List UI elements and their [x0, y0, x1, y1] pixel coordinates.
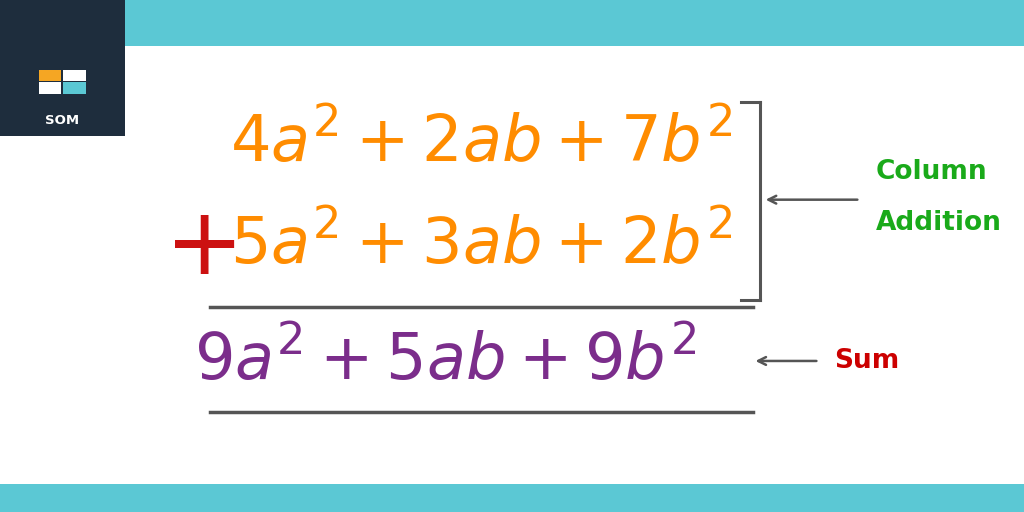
Text: $+$: $+$	[164, 202, 236, 294]
Bar	[63, 82, 86, 94]
Text: $9a^2 + 5ab + 9b^2$: $9a^2 + 5ab + 9b^2$	[195, 329, 696, 393]
Text: STORY OF MATHEMATICS: STORY OF MATHEMATICS	[36, 138, 89, 142]
Text: Sum: Sum	[835, 348, 900, 374]
Bar	[63, 70, 86, 81]
Bar	[39, 82, 61, 94]
FancyBboxPatch shape	[0, 0, 1024, 46]
FancyBboxPatch shape	[0, 484, 1024, 512]
Text: Column: Column	[876, 159, 987, 184]
Text: SOM: SOM	[45, 114, 80, 127]
Text: $4a^2 + 2ab + 7b^2$: $4a^2 + 2ab + 7b^2$	[230, 112, 732, 175]
FancyBboxPatch shape	[0, 0, 125, 136]
Bar	[39, 70, 61, 81]
Text: Addition: Addition	[876, 210, 1001, 236]
Text: $5a^2 + 3ab + 2b^2$: $5a^2 + 3ab + 2b^2$	[230, 214, 732, 278]
